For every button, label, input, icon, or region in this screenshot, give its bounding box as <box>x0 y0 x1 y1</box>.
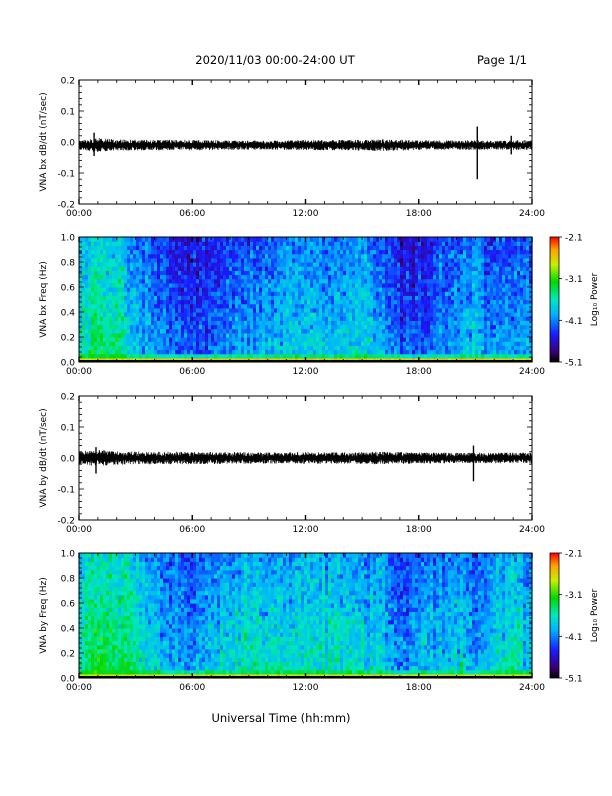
x-tick-label: 18:00 <box>406 209 432 219</box>
x-tick-label: 18:00 <box>406 525 432 535</box>
figure-title: 2020/11/03 00:00-24:00 UT <box>195 53 355 67</box>
y-tick-label: 1.0 <box>61 234 76 244</box>
y-axis-label: VNA bx dB/dt (nT/sec) <box>39 92 49 191</box>
y-tick-label: 0.1 <box>61 108 75 118</box>
x-tick-label: 12:00 <box>293 209 319 219</box>
colorbar-label: Log₁₀ Power <box>590 273 600 327</box>
y-tick-label: 0.2 <box>61 393 75 403</box>
colorbar <box>550 237 559 362</box>
page-number: Page 1/1 <box>477 53 527 67</box>
y-tick-label: 0.8 <box>61 259 76 269</box>
y-tick-label: 0.0 <box>61 139 76 149</box>
y-tick-label: -0.2 <box>57 517 75 527</box>
x-tick-label: 06:00 <box>179 367 205 377</box>
spectrogram-cells <box>79 237 533 363</box>
waveform-trace <box>79 450 532 466</box>
x-tick-label: 00:00 <box>66 525 92 535</box>
x-tick-label: 12:00 <box>293 525 319 535</box>
y-tick-label: -0.1 <box>57 486 75 496</box>
x-tick-label: 24:00 <box>519 525 545 535</box>
x-tick-label: 18:00 <box>406 367 432 377</box>
y-tick-label: 0.0 <box>61 455 76 465</box>
colorbar-tick-label: -3.1 <box>565 275 583 285</box>
x-tick-label: 00:00 <box>66 367 92 377</box>
y-axis-label: VNA bx Freq (Hz) <box>39 261 49 337</box>
y-tick-label: 0.6 <box>61 284 76 294</box>
by-waveform-panel: 00:00 06:00 12:00 18:00 24:00 -0.2 -0.1 0.0 0.1 0… <box>39 393 545 536</box>
x-tick-label: 24:00 <box>519 209 545 219</box>
x-tick-label: 00:00 <box>66 209 92 219</box>
y-tick-label: -0.2 <box>57 201 75 211</box>
y-tick-label: 0.2 <box>61 334 75 344</box>
spectrogram-cells <box>79 553 533 679</box>
bx-spectrogram-panel: -2.1 -3.1 -4.1 -5.1 Log₁₀ Power 00:00 06:00 12:… <box>39 234 600 378</box>
y-tick-label: 0.1 <box>61 424 75 434</box>
x-tick-label: 12:00 <box>293 367 319 377</box>
y-axis-label: VNA by dB/dt (nT/sec) <box>39 408 49 507</box>
x-tick-label: 06:00 <box>179 525 205 535</box>
y-tick-label: 0.4 <box>61 309 76 319</box>
y-tick-label: 0.0 <box>61 359 76 369</box>
colorbar-tick-label: -5.1 <box>565 359 583 369</box>
x-tick-label: 06:00 <box>179 209 205 219</box>
waveform-trace <box>79 138 532 152</box>
colorbar-tick-label: -2.1 <box>565 234 583 244</box>
x-tick-label: 24:00 <box>519 367 545 377</box>
y-tick-label: -0.1 <box>57 170 75 180</box>
colorbar-tick-label: -4.1 <box>565 317 583 327</box>
bx-waveform-panel: 00:00 06:00 12:00 18:00 24:00 -0.2 -0.1 0.0 0.1 0… <box>39 77 545 220</box>
y-tick-label: 0.2 <box>61 77 75 87</box>
